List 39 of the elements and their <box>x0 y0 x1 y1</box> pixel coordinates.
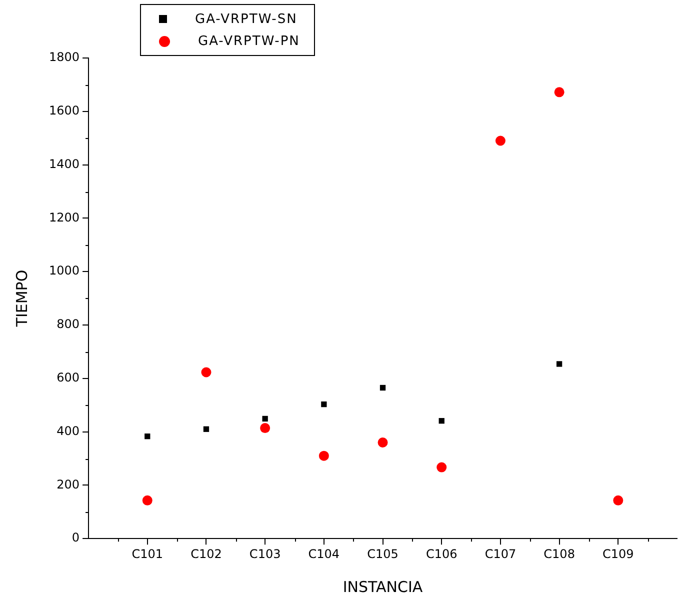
point <box>495 136 506 146</box>
x-tick-label: C102 <box>190 546 222 561</box>
point <box>201 367 212 378</box>
point <box>318 450 329 461</box>
x-tick-label: C109 <box>602 546 634 561</box>
x-tick-label: C104 <box>308 546 340 561</box>
x-tick-label: C106 <box>426 546 458 561</box>
y-axis-title: TIEMPO <box>12 270 31 328</box>
y-tick-label: 1400 <box>48 156 80 171</box>
x-tick-label: C105 <box>367 546 398 561</box>
y-tick-label: 1000 <box>48 264 80 278</box>
x-tick-label: C108 <box>544 546 575 561</box>
x-tick-label: C101 <box>132 546 164 561</box>
point <box>378 437 388 448</box>
point <box>142 495 152 506</box>
y-tick-label: 0 <box>72 530 80 545</box>
x-axis-title: INSTANCIA <box>342 578 424 596</box>
legend-label: GA-VRPTW-PN <box>198 34 300 48</box>
point <box>260 423 270 434</box>
point <box>436 462 447 472</box>
point <box>321 401 327 408</box>
y-tick-label: 400 <box>56 424 80 438</box>
y-tick-label: 800 <box>56 317 80 332</box>
point <box>438 418 444 424</box>
x-tick-label: C107 <box>484 546 516 561</box>
x-tick-label: C103 <box>249 546 281 561</box>
point <box>144 434 150 440</box>
point <box>262 416 268 422</box>
point <box>556 361 562 367</box>
point <box>554 87 564 98</box>
y-tick-label: 1200 <box>48 210 80 224</box>
y-tick-label: 200 <box>56 477 80 492</box>
point <box>380 384 386 391</box>
point <box>613 495 624 506</box>
y-tick-label: 1600 <box>48 104 80 118</box>
y-tick-label: 600 <box>56 370 80 385</box>
legend-label: GA-VRPTW-SN <box>195 12 298 26</box>
point <box>203 426 210 432</box>
y-tick-label: 1800 <box>48 50 80 64</box>
